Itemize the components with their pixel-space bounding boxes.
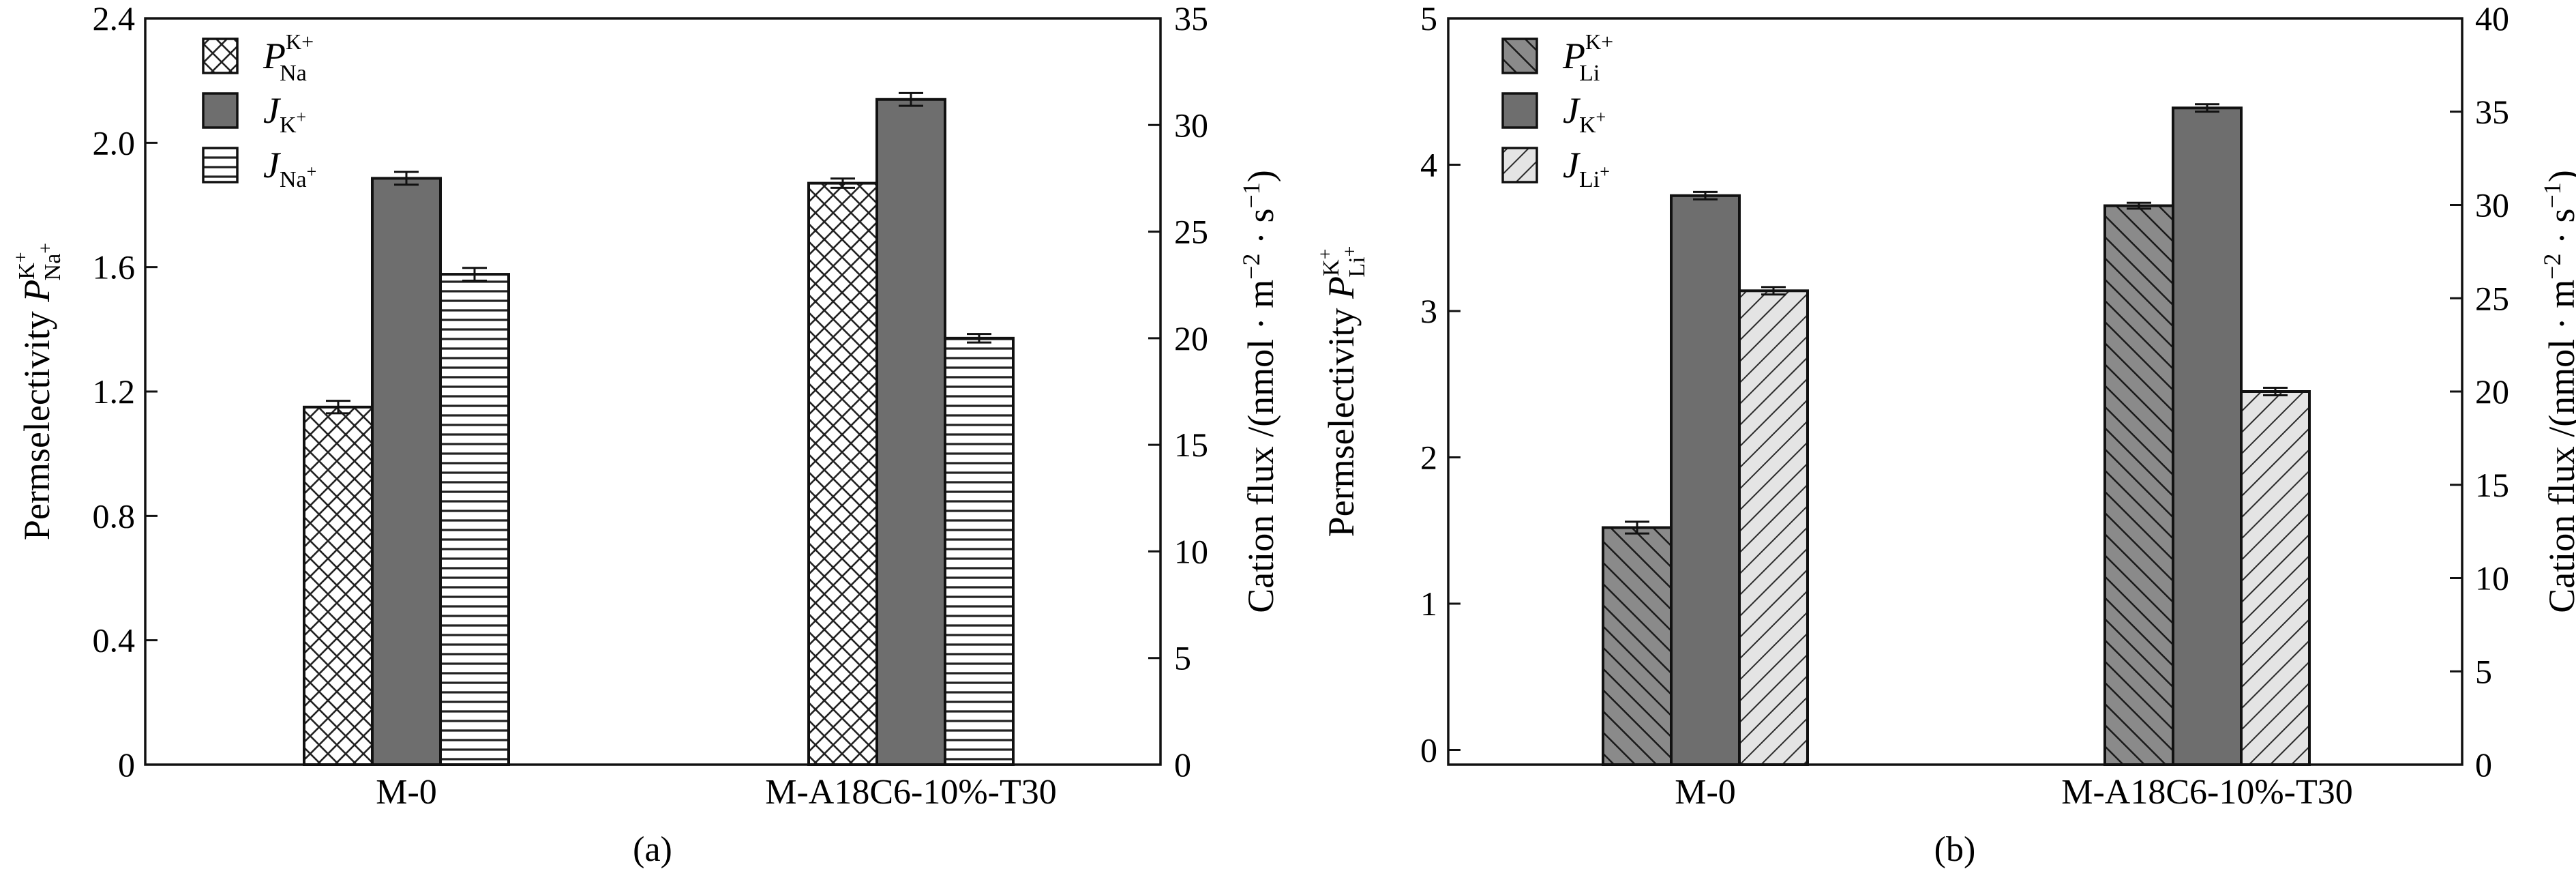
bar-a-P-1 [807,181,878,766]
category-label-a-0: M-0 [376,773,437,812]
bar-b-JLi-1 [2240,390,2311,766]
category-label-a-1: M-A18C6-10%-T30 [765,773,1057,812]
left-tick-label-b-3: 3 [1420,292,1437,330]
left-tick-label-a-4: 1.6 [93,248,136,286]
bar-a-P-0 [303,405,374,766]
bar-b-P-0 [1602,526,1673,767]
legend-swatch-b-JLi [1501,147,1538,183]
bar-b-JK-0 [1670,194,1741,766]
right-tick-label-a-7: 35 [1174,0,1208,38]
right-tick-label-a-2: 10 [1174,532,1208,570]
error-bar-b-JLi-0 [1761,286,1786,296]
panel-label-b: (b) [1934,830,1976,869]
error-bar-a-JK-1 [899,91,923,107]
left-tick-label-a-0: 0 [118,746,135,784]
right-tick-label-a-5: 25 [1174,213,1208,251]
right-tick-label-b-8: 40 [2475,0,2509,38]
bar-b-JLi-0 [1738,289,1809,766]
right-axis-label-a: Cation flux /(nmol · m−2 · s−1) [1238,170,1281,613]
bar-b-JK-1 [2172,106,2243,766]
panel-a-chart: 0 0.4 0.8 1.2 1.6 2.0 2.4 0 5 10 15 20 25 30 35 M-0 M-A1… [11,0,1281,869]
legend-label-b-P: PK+ Li [1562,29,1613,86]
legend-label-a-JNa: JNa+ [263,145,316,192]
left-axis-label-b: Permselectivity PK+Li+ [1315,246,1370,537]
left-tick-label-a-1: 0.4 [93,621,136,660]
right-tick-label-b-1: 5 [2475,652,2492,690]
right-tick-label-b-0: 0 [2475,746,2492,784]
right-tick-label-a-6: 30 [1174,106,1208,144]
bar-b-P-1 [2103,204,2174,766]
right-tick-label-b-2: 10 [2475,559,2509,598]
legend-label-a-P: PK+ Na [263,29,314,86]
error-bar-b-P-0 [1625,520,1649,535]
category-label-b-1: M-A18C6-10%-T30 [2061,773,2353,812]
category-label-b-0: M-0 [1675,773,1736,812]
error-bar-b-JK-1 [2195,103,2219,113]
bar-a-JNa-1 [944,336,1015,767]
right-tick-label-b-6: 30 [2475,186,2509,224]
right-axis-label-b: Cation flux /(nmol · m−2 · s−1) [2538,170,2576,613]
legend-swatch-a-P [202,38,239,74]
error-bar-b-JK-0 [1693,190,1718,201]
right-tick-label-a-3: 15 [1174,426,1208,464]
left-tick-label-b-0: 0 [1420,731,1437,769]
legend-swatch-b-P [1501,38,1538,74]
error-bar-a-JK-0 [394,171,419,186]
left-tick-label-a-3: 1.2 [93,372,136,411]
error-bar-a-P-1 [830,177,855,189]
panel-label-a: (a) [633,830,672,869]
legend-label-a-JK: JK+ [263,90,306,138]
bar-a-JK-0 [371,177,442,766]
error-bar-a-P-0 [326,400,350,415]
error-bar-a-JNa-1 [967,333,991,344]
bar-a-JNa-0 [439,273,510,767]
legend-swatch-b-JK [1501,92,1538,129]
left-axis-label-a: Permselectivity PK+ Na+ [11,243,65,540]
left-tick-label-b-2: 2 [1420,439,1437,477]
right-tick-label-a-0: 0 [1174,746,1191,784]
right-tick-label-b-3: 15 [2475,466,2509,504]
left-tick-label-b-1: 1 [1420,585,1437,623]
right-tick-label-b-7: 35 [2475,93,2509,131]
legend-swatch-a-JNa [202,147,239,183]
left-tick-label-b-4: 4 [1420,146,1437,184]
legend-label-b-JK: JK+ [1563,90,1606,138]
right-tick-label-b-5: 25 [2475,279,2509,317]
error-bar-a-JNa-0 [462,267,487,282]
left-tick-label-a-6: 2.4 [93,0,136,38]
error-bar-b-P-1 [2127,201,2151,210]
panel-b-chart: 0 1 2 3 4 5 0 5 10 15 20 25 30 35 40 M-0 M-A18C6-10%-T30… [1315,0,2576,869]
right-tick-label-a-4: 20 [1174,319,1208,357]
right-tick-label-b-4: 20 [2475,372,2509,411]
left-tick-label-b-5: 5 [1420,0,1437,38]
legend-label-b-JLi: JLi+ [1563,145,1610,192]
left-tick-label-a-2: 0.8 [93,497,136,535]
error-bar-b-JLi-1 [2263,387,2288,396]
left-tick-label-a-5: 2.0 [93,123,136,162]
bar-a-JK-1 [875,98,946,766]
right-tick-label-a-1: 5 [1174,639,1191,677]
legend-swatch-a-JK [202,92,239,129]
